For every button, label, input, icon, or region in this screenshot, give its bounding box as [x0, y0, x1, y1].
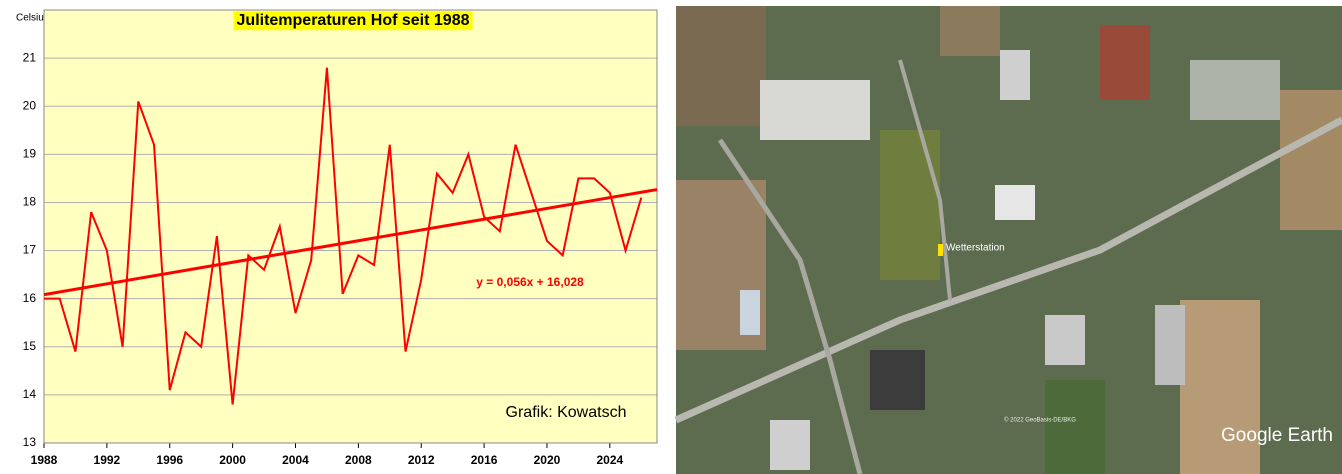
x-tick-label: 2012	[408, 453, 435, 467]
watermark: Google Earth	[1221, 425, 1333, 446]
x-tick-label: 2020	[534, 453, 561, 467]
y-tick-label: 15	[23, 339, 37, 353]
y-tick-label: 16	[23, 291, 37, 305]
x-tick-label: 2016	[471, 453, 498, 467]
x-tick-label: 2000	[219, 453, 246, 467]
marker-label: Wetterstation	[946, 243, 1005, 254]
satellite-map: Wetterstation © 2022 GeoBasis-DE/BKG Goo…	[674, 6, 1342, 474]
y-tick-label: 21	[23, 50, 37, 64]
plot-area	[44, 10, 657, 443]
chart-title: Julitemperaturen Hof seit 1988	[237, 12, 470, 29]
y-axis-label: Celsius	[16, 13, 49, 24]
copyright: © 2022 GeoBasis-DE/BKG	[1004, 417, 1076, 424]
x-tick-label: 2024	[596, 453, 623, 467]
data-line	[44, 67, 643, 405]
x-tick-label: 1988	[31, 453, 58, 467]
title-background	[233, 11, 473, 31]
y-tick-label: 17	[23, 243, 37, 257]
trend-equation: y = 0,056x + 16,028	[476, 275, 584, 289]
y-tick-label: 13	[23, 435, 37, 449]
x-tick-label: 2008	[345, 453, 372, 467]
chart: 13 14 15 16 17 18 19 20 21 1988 1992 1996 2000 2004 20…	[23, 9, 658, 467]
y-tick-label: 20	[23, 98, 37, 112]
trend-line	[43, 188, 658, 297]
plot-border	[43, 9, 658, 444]
x-tick-label: 1996	[156, 453, 183, 467]
y-tick-label: 14	[23, 387, 37, 401]
y-tick-label: 19	[23, 147, 37, 161]
annotation: Grafik: Kowatsch	[506, 404, 627, 421]
x-tick-label: 1992	[94, 453, 121, 467]
x-tick-label: 2004	[282, 453, 309, 467]
y-tick-label: 18	[23, 195, 37, 209]
